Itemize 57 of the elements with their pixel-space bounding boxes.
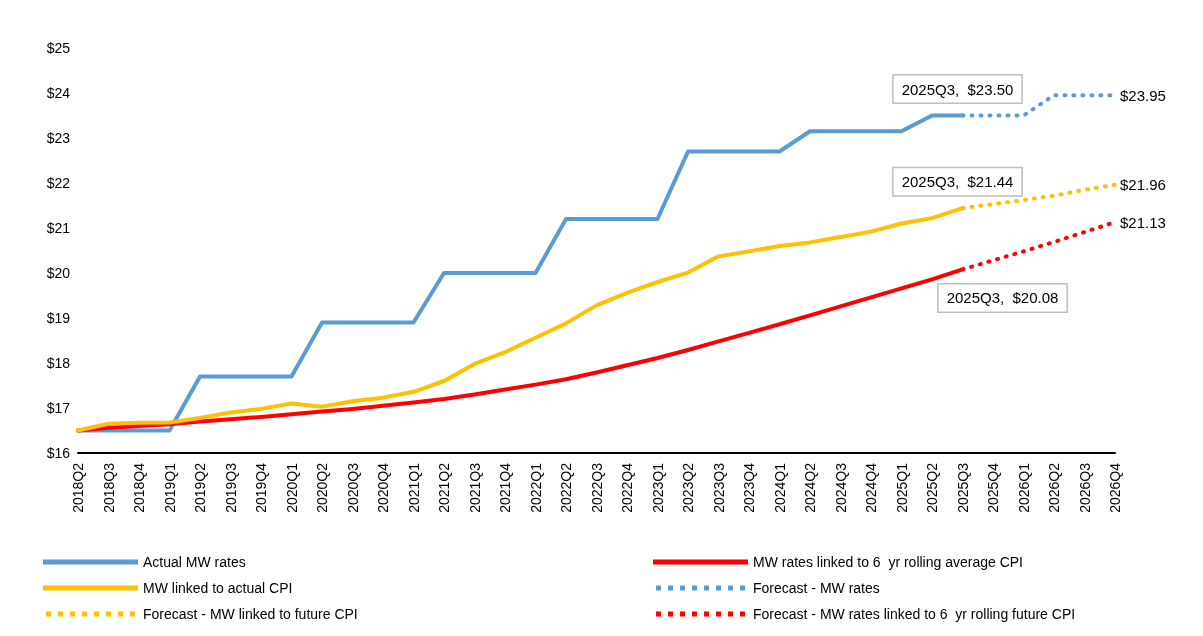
annotation: 2025Q3, $21.44	[901, 173, 1014, 191]
x-tick-label: 2023Q4	[741, 462, 757, 513]
y-tick-label: $20	[46, 265, 71, 281]
x-tick-label: 2018Q4	[131, 462, 147, 513]
y-tick-label: $24	[46, 85, 71, 101]
y-tick-label: $22	[46, 175, 71, 191]
y-tick-label: $23	[46, 130, 71, 146]
x-tick-label: 2025Q1	[893, 462, 910, 513]
x-tick-label: 2022Q1	[527, 462, 544, 513]
x-tick-label: 2021Q1	[405, 462, 422, 513]
annotation: 2025Q3, $23.50	[901, 80, 1014, 98]
x-tick-label: 2020Q1	[283, 462, 300, 513]
data-label: $23.95	[1120, 86, 1166, 104]
x-tick-label: 2022Q3	[588, 462, 605, 513]
x-tick-label: 2019Q4	[253, 462, 269, 513]
x-tick-label: 2019Q1	[161, 462, 178, 513]
x-tick-label: 2021Q3	[466, 462, 483, 513]
x-tick-label: 2023Q2	[680, 462, 696, 513]
x-tick-label: 2025Q3	[954, 462, 971, 513]
y-tick-label: $17	[46, 400, 71, 416]
x-tick-label: 2024Q3	[832, 462, 849, 513]
x-tick-label: 2026Q1	[1015, 462, 1032, 513]
x-tick-label: 2026Q4	[1107, 462, 1123, 513]
x-tick-label: 2021Q4	[497, 462, 513, 513]
y-tick-label: $19	[46, 310, 71, 326]
legend-label: MW linked to actual CPI	[143, 580, 293, 596]
x-tick-label: 2023Q1	[649, 462, 666, 513]
x-tick-label: 2020Q4	[375, 462, 391, 513]
x-tick-label: 2023Q3	[710, 462, 727, 513]
y-tick-label: $16	[46, 445, 71, 461]
y-tick-label: $25	[46, 40, 71, 56]
legend-label: MW rates linked to 6 yr rolling average CPI	[753, 554, 1023, 570]
x-tick-label: 2025Q2	[924, 462, 940, 513]
x-tick-label: 2020Q3	[344, 462, 361, 513]
legend-label: Forecast - MW rates	[753, 580, 880, 596]
x-tick-label: 2026Q3	[1076, 462, 1093, 513]
x-tick-label: 2022Q4	[619, 462, 635, 513]
data-label: $21.96	[1120, 176, 1166, 194]
y-tick-label: $18	[46, 355, 71, 371]
x-tick-label: 2019Q3	[222, 462, 239, 513]
legend-label: Forecast - MW rates linked to 6 yr rolling future CPI	[753, 606, 1076, 622]
legend-label: Actual MW rates	[143, 554, 246, 570]
x-tick-label: 2018Q3	[100, 462, 117, 513]
data-label: $21.13	[1120, 213, 1166, 231]
x-tick-label: 2021Q2	[436, 462, 452, 513]
x-tick-label: 2024Q1	[771, 462, 788, 513]
annotation: 2025Q3, $20.08	[946, 289, 1059, 307]
y-tick-label: $21	[46, 220, 71, 236]
x-tick-label: 2026Q2	[1046, 462, 1062, 513]
x-tick-label: 2024Q2	[802, 462, 818, 513]
x-tick-label: 2019Q2	[192, 462, 208, 513]
x-tick-label: 2025Q4	[985, 462, 1001, 513]
legend-label: Forecast - MW linked to future CPI	[143, 606, 358, 622]
x-tick-label: 2020Q2	[314, 462, 330, 513]
x-tick-label: 2018Q2	[70, 462, 86, 513]
x-tick-label: 2024Q4	[863, 462, 879, 513]
x-tick-label: 2022Q2	[558, 462, 574, 513]
